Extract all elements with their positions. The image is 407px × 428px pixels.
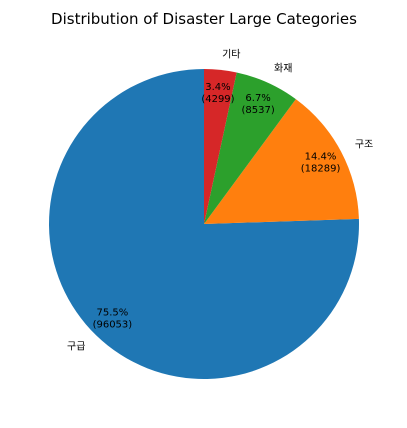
slice-category-label: 구급 [67,341,85,353]
pie-labels: 구급 75.5%(96053) 구조 14.4%(18289) 화재 6.7%(8537)… [67,48,373,352]
slice-category-label: 구조 [355,140,373,151]
slice-percent-label: 14.4% [305,152,337,163]
slice-percent-label: 3.4% [205,82,230,93]
pie-slice [49,69,360,379]
pie-slice [204,69,237,224]
slice-category-label: 기타 [222,48,240,60]
chart-title: Distribution of Disaster Large Categorie… [51,10,357,28]
pie-slice [204,99,359,224]
slice-count-label: (96053) [93,320,133,331]
slice-percent-label: 6.7% [245,93,270,104]
slice-count-label: (4299) [201,94,234,105]
slice-count-label: (18289) [301,164,341,175]
pie-slice [204,72,296,224]
slice-percent-label: 75.5% [96,308,128,319]
slice-category-label: 화재 [274,63,292,75]
slice-count-label: (8537) [241,105,274,116]
pie-slices [49,69,360,379]
